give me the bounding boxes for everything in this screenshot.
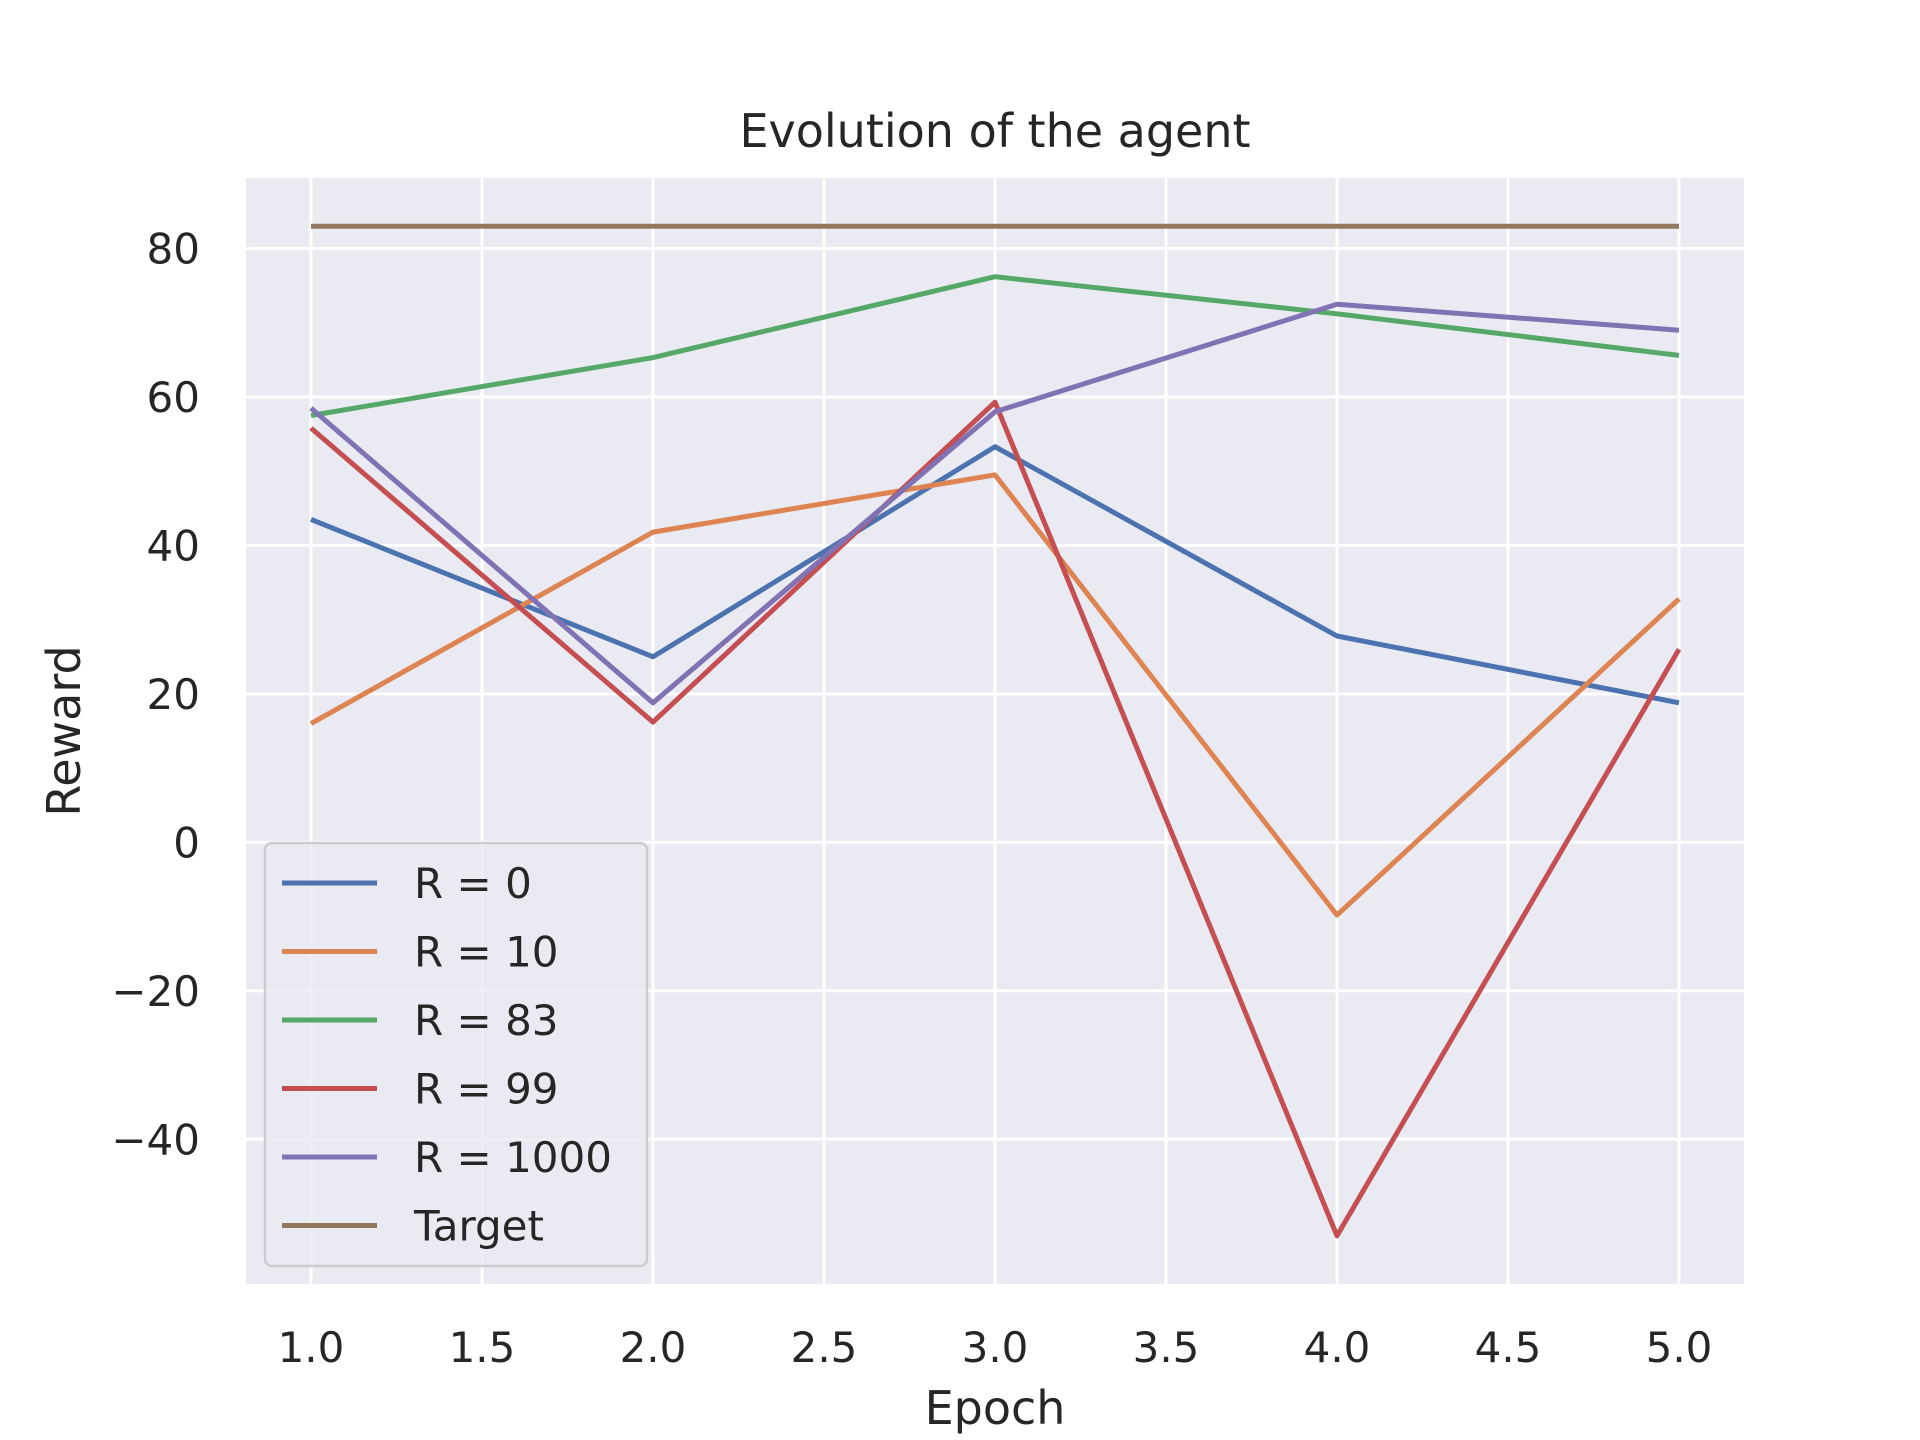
y-tick-label: 40 <box>147 521 200 570</box>
x-tick-label: 2.0 <box>620 1323 687 1372</box>
legend: R = 0 R = 10 R = 83 R = 99 R = 1000 Target <box>263 841 649 1268</box>
x-tick-label: 4.0 <box>1304 1323 1371 1372</box>
y-tick-label: 20 <box>147 670 200 719</box>
y-tick-label: 0 <box>173 818 200 867</box>
y-tick-label: −20 <box>111 967 200 1016</box>
y-tick-label: 80 <box>147 225 200 274</box>
y-tick-label: 60 <box>147 373 200 422</box>
x-tick-labels: 1.0 1.5 2.0 2.5 3.0 3.5 4.0 4.5 5.0 <box>278 1323 1713 1372</box>
series-line-3 <box>309 399 1682 1239</box>
x-tick-label: 2.5 <box>791 1323 858 1372</box>
legend-label: R = 1000 <box>414 1133 612 1182</box>
series-line-4 <box>309 301 1680 706</box>
series-line-2 <box>310 274 1680 418</box>
x-tick-label: 1.0 <box>278 1323 345 1372</box>
chart-title: Evolution of the agent <box>739 104 1250 158</box>
x-tick-label: 3.0 <box>962 1323 1029 1372</box>
series-lines <box>309 223 1682 1239</box>
series-line-0 <box>310 444 1680 706</box>
legend-label: R = 99 <box>414 1065 559 1114</box>
x-tick-label: 3.5 <box>1133 1323 1200 1372</box>
x-tick-label: 4.5 <box>1475 1323 1542 1372</box>
y-tick-labels: −40 −20 0 20 40 60 80 <box>111 225 200 1165</box>
series-line-1 <box>309 472 1681 918</box>
legend-label: Target <box>413 1202 544 1251</box>
grid <box>246 178 1744 1284</box>
x-tick-label: 1.5 <box>449 1323 516 1372</box>
y-axis-label: Reward <box>37 645 91 816</box>
legend-label: R = 10 <box>414 928 559 977</box>
x-axis-label: Epoch <box>925 1381 1066 1435</box>
legend-label: R = 0 <box>414 859 532 908</box>
x-tick-label: 5.0 <box>1646 1323 1713 1372</box>
legend-label: R = 83 <box>414 996 559 1045</box>
y-tick-label: −40 <box>111 1115 200 1164</box>
legend-box <box>263 841 649 1268</box>
